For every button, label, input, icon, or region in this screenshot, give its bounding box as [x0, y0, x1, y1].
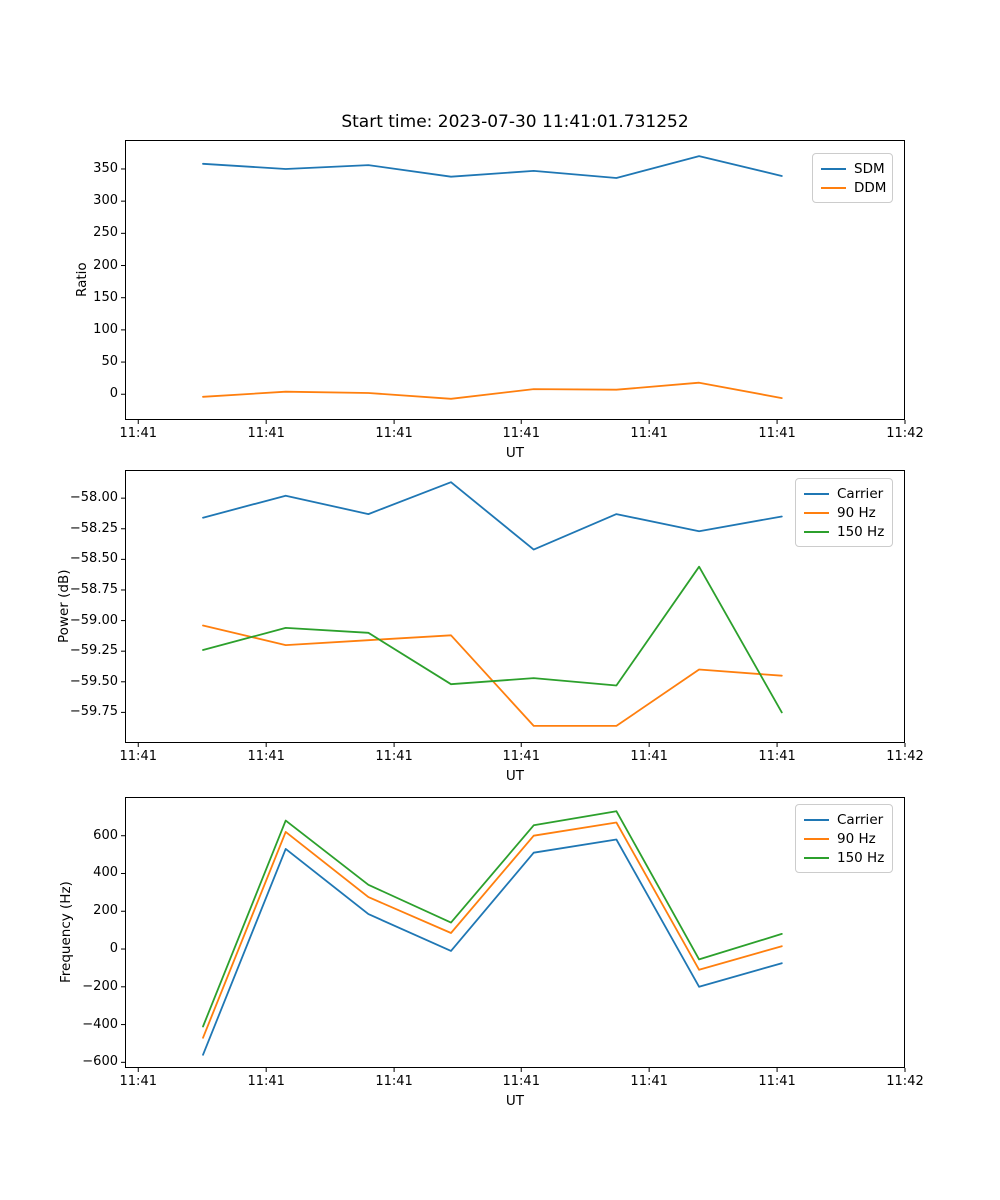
- chart-3-x-tick-label: 11:42: [886, 1074, 924, 1089]
- legend-entry: Carrier: [804, 484, 883, 503]
- chart-3-x-tick-label: 11:41: [630, 1074, 668, 1089]
- chart-3-series-150-hz-line: [202, 810, 783, 1028]
- chart-1-y-tick-label: 100: [93, 321, 118, 337]
- chart-3-x-axis-label: UT: [505, 1093, 525, 1109]
- chart-1-x-tick-label: 11:42: [886, 426, 924, 441]
- chart-2-plot-area: [121, 470, 906, 747]
- chart-2-series-90-hz-line: [202, 624, 783, 727]
- chart-2-x-tick-label: 11:41: [502, 749, 540, 764]
- chart-3-svg: [121, 797, 906, 1072]
- chart-3-x-tick-label: 11:41: [375, 1074, 413, 1089]
- legend-label: DDM: [854, 179, 887, 196]
- chart-2-y-tick-label: −58.50: [69, 551, 118, 567]
- chart-2-x-tick-label: 11:42: [886, 749, 924, 764]
- legend-line-sample: [804, 856, 829, 859]
- legend-line-sample: [804, 837, 829, 840]
- chart-2-y-tick-label: −58.75: [69, 581, 118, 597]
- chart-2-y-tick-label: −59.00: [69, 612, 118, 628]
- legend-label: SDM: [854, 160, 885, 177]
- legend-line-sample: [804, 530, 829, 533]
- chart-1-y-tick-label: 250: [93, 225, 118, 241]
- legend-label: 90 Hz: [837, 504, 876, 521]
- chart-2-series-150-hz-line: [202, 565, 783, 714]
- chart-2-y-axis-label: Power (dB): [56, 569, 72, 644]
- legend-label: Carrier: [837, 485, 884, 502]
- legend-label: 150 Hz: [837, 849, 885, 866]
- chart-1-y-axis-label: Ratio: [74, 262, 90, 298]
- chart-3-x-tick-label: 11:41: [247, 1074, 285, 1089]
- legend-entry: SDM: [821, 159, 885, 178]
- chart-1-x-tick-label: 11:41: [375, 426, 413, 441]
- legend-entry: DDM: [821, 178, 887, 197]
- chart-3-frame: [125, 797, 905, 1068]
- chart-3-y-tick-label: −600: [82, 1054, 118, 1070]
- chart-2-x-tick-label: 11:41: [375, 749, 413, 764]
- chart-1-y-tick-label: 150: [93, 289, 118, 305]
- chart-3-y-axis-label: Frequency (Hz): [58, 881, 74, 984]
- legend-entry: 150 Hz: [804, 848, 885, 867]
- figure-title: Start time: 2023-07-30 11:41:01.731252: [341, 112, 689, 132]
- chart-3-x-tick-label: 11:41: [758, 1074, 796, 1089]
- chart-2-frame: [125, 470, 905, 743]
- legend-entry: 90 Hz: [804, 829, 883, 848]
- legend-line-sample: [821, 167, 846, 170]
- legend-line-sample: [804, 511, 829, 514]
- chart-1-legend: SDM DDM: [812, 153, 893, 203]
- chart-2-y-tick-label: −58.00: [69, 490, 118, 506]
- chart-2-x-tick-label: 11:41: [247, 749, 285, 764]
- chart-2-x-axis-label: UT: [505, 768, 525, 784]
- chart-1-plot-area: [121, 140, 906, 424]
- chart-1-x-tick-label: 11:41: [630, 426, 668, 441]
- chart-3-series-90-hz-line: [202, 821, 783, 1039]
- chart-3-series-carrier-line: [202, 838, 783, 1056]
- chart-1-y-tick-label: 50: [101, 354, 118, 370]
- chart-3-y-tick-label: 0: [109, 941, 118, 957]
- chart-2-x-tick-label: 11:41: [630, 749, 668, 764]
- chart-2-x-tick-label: 11:41: [758, 749, 796, 764]
- chart-1-x-tick-label: 11:41: [247, 426, 285, 441]
- chart-2-x-tick-label: 11:41: [119, 749, 157, 764]
- chart-3-plot-area: [121, 797, 906, 1072]
- chart-2-y-tick-label: −59.75: [69, 704, 118, 720]
- chart-2-y-tick-label: −59.50: [69, 673, 118, 689]
- chart-1-frame: [125, 140, 905, 420]
- chart-1-y-tick-label: 300: [93, 193, 118, 209]
- chart-3-y-tick-label: 400: [93, 865, 118, 881]
- chart-1-series-ddm-line: [202, 381, 783, 400]
- legend-line-sample: [804, 492, 829, 495]
- chart-1-x-tick-label: 11:41: [502, 426, 540, 441]
- chart-2-svg: [121, 470, 906, 747]
- legend-entry: Carrier: [804, 810, 883, 829]
- chart-2-series-carrier-line: [202, 481, 783, 551]
- legend-line-sample: [821, 186, 846, 189]
- chart-3-y-tick-label: −200: [82, 978, 118, 994]
- chart-1-x-tick-label: 11:41: [119, 426, 157, 441]
- legend-label: Carrier: [837, 811, 884, 828]
- chart-3-legend: Carrier 90 Hz 150 Hz: [795, 804, 893, 873]
- legend-entry: 150 Hz: [804, 522, 885, 541]
- chart-3-x-tick-label: 11:41: [502, 1074, 540, 1089]
- chart-2-legend: Carrier 90 Hz 150 Hz: [795, 478, 893, 547]
- chart-3-y-tick-label: 200: [93, 903, 118, 919]
- legend-label: 150 Hz: [837, 523, 885, 540]
- chart-3-y-tick-label: −400: [82, 1016, 118, 1032]
- chart-2-y-tick-label: −58.25: [69, 520, 118, 536]
- chart-3-x-tick-label: 11:41: [119, 1074, 157, 1089]
- legend-entry: 90 Hz: [804, 503, 883, 522]
- chart-2-y-tick-label: −59.25: [69, 643, 118, 659]
- chart-1-x-axis-label: UT: [505, 445, 525, 461]
- chart-1-svg: [121, 140, 906, 424]
- chart-3-y-tick-label: 600: [93, 827, 118, 843]
- chart-1-x-tick-label: 11:41: [758, 426, 796, 441]
- legend-label: 90 Hz: [837, 830, 876, 847]
- chart-1-y-tick-label: 200: [93, 257, 118, 273]
- chart-1-series-sdm-line: [202, 155, 783, 179]
- chart-1-y-tick-label: 0: [109, 386, 118, 402]
- legend-line-sample: [804, 818, 829, 821]
- chart-1-y-tick-label: 350: [93, 160, 118, 176]
